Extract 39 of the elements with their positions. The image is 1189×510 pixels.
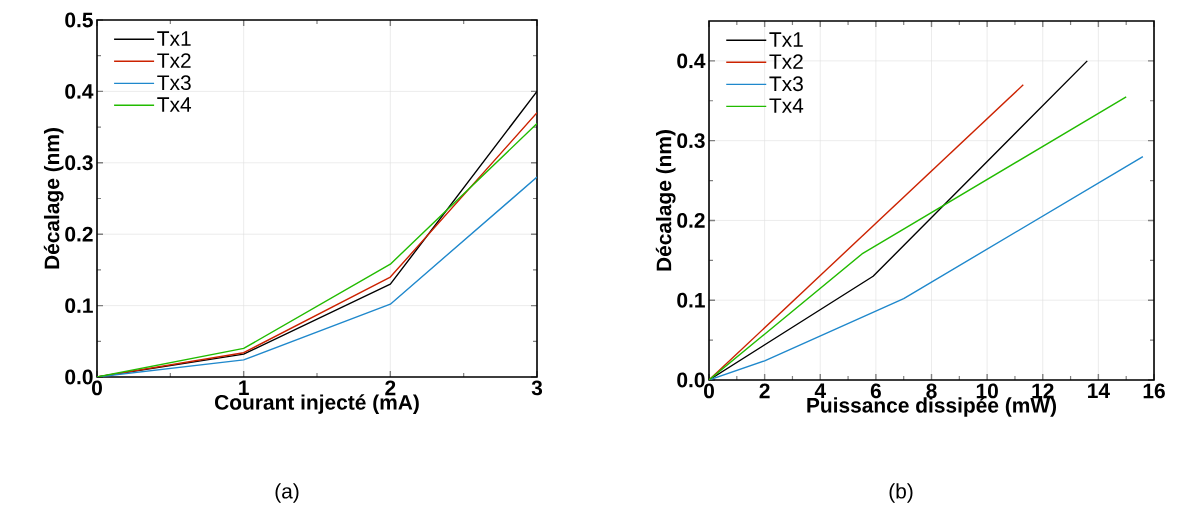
x-tick-label: 14: [1088, 383, 1110, 398]
y-tick-label: 0.0: [677, 372, 705, 388]
y-tick-label: 0.1: [677, 292, 705, 308]
text: (a): [275, 483, 299, 503]
y-tick-label: 0.2: [65, 226, 93, 242]
legend-label: Tx1: [157, 31, 191, 46]
legend-label: Tx2: [157, 53, 191, 68]
y-tick-label: 0.3: [65, 155, 93, 171]
x-tick-label: 10: [976, 383, 998, 399]
x-tick-label: 2: [385, 380, 396, 396]
y-axis-title: Décalage (nm): [655, 130, 676, 271]
legend-label: Tx1: [769, 32, 803, 47]
y-tick-label: 0.5: [65, 12, 93, 28]
x-tick-label: 0: [92, 380, 102, 396]
legend-label: Tx4: [157, 97, 192, 112]
x-tick-label: 2: [759, 383, 770, 399]
x-tick-label: 1: [239, 380, 249, 395]
x-tick-label: 16: [1143, 383, 1165, 399]
x-tick-label: 8: [926, 383, 937, 399]
y-tick-label: 0.3: [677, 133, 705, 149]
x-tick-label: 4: [814, 383, 826, 398]
y-tick-label: 0.2: [677, 213, 705, 228]
x-axis-title: Courant injecté (mA): [214, 394, 419, 414]
legend-label: Tx4: [769, 98, 804, 113]
x-tick-label: 6: [870, 383, 881, 399]
y-axis-title: Décalage (nm): [43, 128, 64, 269]
legend-label: Tx3: [769, 76, 803, 92]
x-tick-label: 3: [531, 380, 543, 396]
legend-label: Tx2: [769, 54, 803, 69]
y-tick-label: 0.4: [65, 83, 94, 99]
line-series: [709, 155, 1144, 380]
x-tick-label: 0: [704, 383, 714, 399]
text: (b): [889, 483, 913, 503]
x-tick-label: 12: [1032, 383, 1054, 399]
y-tick-label: 0.4: [677, 53, 706, 69]
y-tick-label: 0.0: [65, 369, 93, 385]
legend-label: Tx3: [157, 75, 191, 91]
x-axis-title: Puissance dissipée (mW): [807, 397, 1057, 417]
y-tick-label: 0.1: [65, 298, 93, 313]
